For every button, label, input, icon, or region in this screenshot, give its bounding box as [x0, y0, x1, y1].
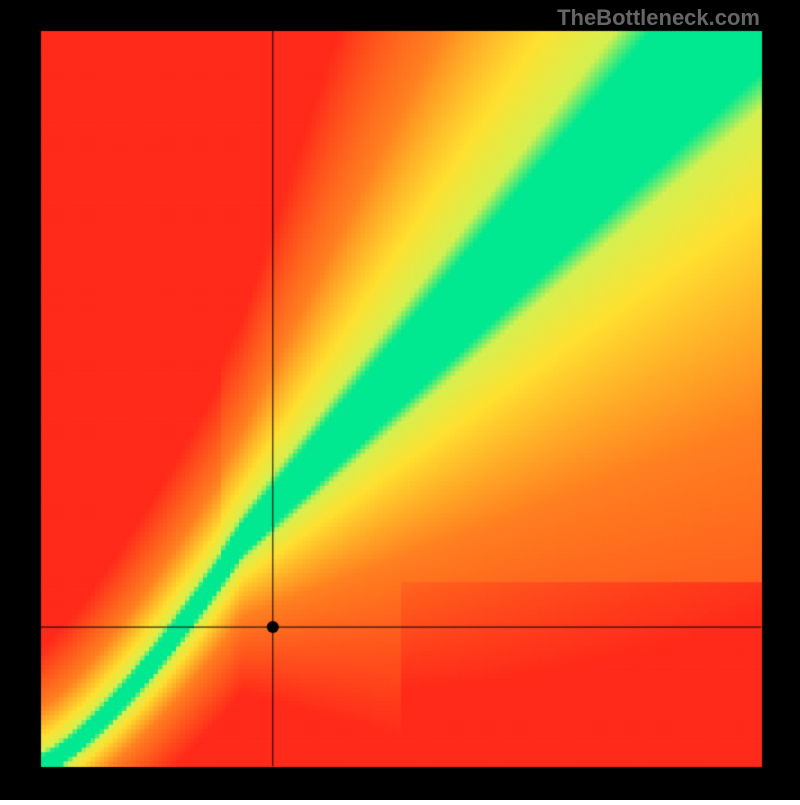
watermark-text: TheBottleneck.com: [557, 5, 760, 31]
heatmap-chart: [0, 0, 800, 800]
heatmap-canvas: [0, 0, 800, 800]
